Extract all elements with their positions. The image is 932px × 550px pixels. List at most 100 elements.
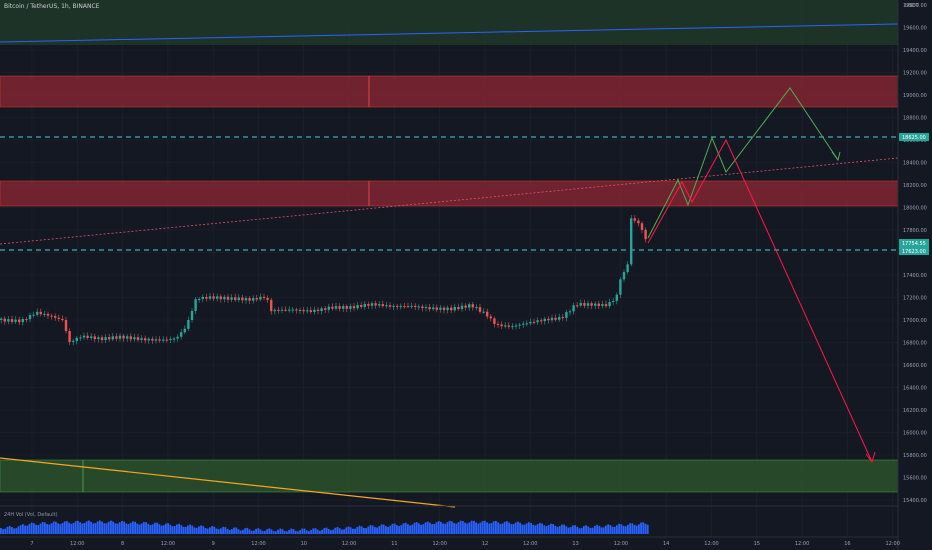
candle-body <box>439 307 442 310</box>
volume-bar <box>279 528 282 534</box>
candle-body <box>640 223 644 230</box>
candle-body <box>244 298 248 301</box>
volume-bar <box>376 527 378 534</box>
volume-bar <box>514 522 517 534</box>
volume-bar <box>35 524 37 534</box>
volume-bar <box>374 527 376 534</box>
trend-line-orange[interactable] <box>0 457 456 508</box>
volume-indicator-label[interactable]: 24H Vol (Vol, Default) <box>4 512 58 518</box>
candle-body <box>392 305 395 307</box>
volume-bar <box>429 522 431 534</box>
volume-bar <box>259 529 262 534</box>
candle-body <box>7 319 10 322</box>
volume-bar <box>624 526 627 534</box>
volume-bar <box>44 522 46 534</box>
volume-bar <box>578 528 581 534</box>
supply-zone-upper[interactable] <box>0 75 899 108</box>
volume-bar <box>367 526 370 534</box>
volume-bar <box>490 522 493 534</box>
price-tick-label: 18000.00 <box>903 206 927 212</box>
volume-bar <box>336 527 339 534</box>
price-tick-label: 15800.00 <box>903 453 927 459</box>
candle-body <box>450 307 453 311</box>
volume-bar <box>26 525 29 534</box>
volume-bar <box>4 528 7 534</box>
candle-body <box>493 318 496 324</box>
volume-bar <box>539 522 541 534</box>
volume-bar <box>530 523 532 534</box>
volume-bar <box>393 523 396 534</box>
volume-bar <box>112 521 114 534</box>
trend-line-blue[interactable] <box>0 23 899 43</box>
volume-bar <box>178 523 180 534</box>
volume-bar <box>123 521 125 534</box>
volume-bar <box>213 526 216 534</box>
candle-body <box>165 339 168 341</box>
price-marker[interactable] <box>899 239 929 247</box>
volume-bar <box>569 527 572 534</box>
supply-zone-lower[interactable] <box>0 180 899 207</box>
candle-body <box>50 315 53 317</box>
projection-arrowhead-green <box>831 151 841 162</box>
volume-bar <box>543 525 546 534</box>
volume-bar <box>477 523 480 534</box>
price-tick-label: 15400.00 <box>903 498 927 504</box>
candle-body <box>486 311 489 317</box>
candle-body <box>385 305 388 307</box>
projection-path-red[interactable] <box>647 138 873 463</box>
volume-bar <box>638 524 640 534</box>
candle-body <box>122 335 125 339</box>
candle-body <box>525 323 528 325</box>
candle-body <box>327 306 330 310</box>
volume-bar <box>200 525 202 534</box>
candle-body <box>79 337 82 339</box>
candle-body <box>291 309 294 311</box>
volume-bar <box>70 523 73 534</box>
volume-bar <box>110 520 112 534</box>
price-marker[interactable] <box>899 133 929 141</box>
volume-bar <box>448 520 451 534</box>
candle-body <box>108 337 111 340</box>
volume-bar <box>217 529 220 534</box>
volume-bar <box>140 523 143 534</box>
candle-body <box>464 305 467 308</box>
volume-bar <box>402 523 405 534</box>
resistance-zone-top[interactable] <box>0 0 898 45</box>
candle-body <box>597 303 600 307</box>
candle-body <box>367 303 370 306</box>
price-tick-label: 19200.00 <box>903 71 927 77</box>
volume-bar <box>88 520 90 534</box>
candle-body <box>270 299 273 312</box>
price-axis-bg[interactable] <box>898 0 932 550</box>
demand-zone-bottom[interactable] <box>0 459 899 493</box>
volume-bar <box>415 522 418 534</box>
volume-bar <box>378 526 381 534</box>
volume-bar <box>215 528 218 534</box>
candle-body <box>349 306 352 309</box>
candle-body <box>129 336 132 340</box>
candle-body <box>198 298 201 300</box>
volume-bar <box>343 529 345 534</box>
candle-body <box>93 336 96 340</box>
candle-body <box>313 309 316 312</box>
currency-label: USDT <box>905 3 919 9</box>
price-marker[interactable] <box>899 247 929 255</box>
volume-bar <box>589 527 592 534</box>
price-tick-label: 16200.00 <box>903 408 927 414</box>
candle-body <box>378 304 381 306</box>
candle-body <box>75 337 78 341</box>
volume-bar <box>244 528 246 534</box>
projection-path-green[interactable] <box>647 87 839 239</box>
candle-body <box>280 309 284 311</box>
volume-bar <box>422 524 425 534</box>
volume-bar <box>552 523 554 534</box>
candle-body <box>424 307 428 309</box>
time-tick-label: 10 <box>301 541 307 547</box>
volume-bar <box>380 524 383 534</box>
volume-bar <box>220 528 222 534</box>
candle-body <box>277 309 280 311</box>
volume-bar <box>563 524 565 534</box>
symbol-title[interactable]: Bitcoin / TetherUS, 1h, BINANCE <box>4 3 100 10</box>
